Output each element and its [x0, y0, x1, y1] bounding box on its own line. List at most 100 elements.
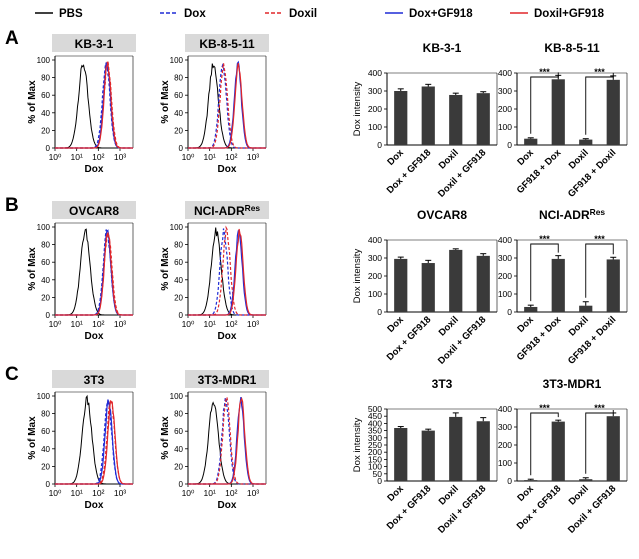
bar-ytick-label: 400 [368, 235, 382, 245]
flow-dox-curve [188, 63, 266, 149]
flow-ytick-label: 80 [174, 74, 183, 83]
flow-header-bg [52, 34, 136, 52]
bar-ytick-label: 400 [368, 418, 382, 428]
flow-doxilgf-curve [55, 231, 133, 316]
bar-title: 3T3 [432, 377, 453, 391]
flow-ytick-label: 100 [37, 392, 51, 401]
bar-category-label-3: Doxil + GF918 [566, 483, 618, 535]
flow-ytick-label: 40 [41, 109, 50, 118]
flow-xlabel: Dox [218, 164, 237, 175]
flow-dox-curve [55, 229, 133, 316]
flow-header-bg [52, 201, 136, 219]
flow-ytick-label: 40 [174, 276, 183, 285]
bar-category-label-2: Doxil [567, 483, 591, 507]
flow-doxil-curve [55, 399, 133, 485]
bar-category-label-0: Dox [385, 483, 406, 504]
flow-dox-curve [188, 397, 266, 485]
flow-title: KB-8-5-11 [199, 37, 255, 51]
bar-title: KB-8-5-11 [544, 41, 600, 55]
bar-title: 3T3-MDR1 [543, 377, 602, 391]
bar-0 [524, 480, 538, 481]
bar-title: KB-3-1 [423, 41, 462, 55]
bar-0 [394, 258, 408, 312]
flow-ytick-label: 20 [174, 293, 183, 302]
bar-1 [551, 79, 565, 145]
flow-ytick-label: 60 [174, 427, 183, 436]
flow-doxil-curve [55, 59, 133, 149]
sig-stars: *** [539, 67, 550, 77]
bar-ytick-label: 500 [368, 404, 382, 414]
flow-xtick-label: 10⁰ [182, 319, 195, 329]
bar-category-label-3: GF918 + Doxil [566, 314, 618, 366]
bar-ytick-label: 50 [373, 469, 383, 479]
bar-ytick-label: 250 [368, 440, 382, 450]
bar-title-sup: Res [590, 207, 606, 217]
flow-ytick-label: 20 [41, 462, 50, 471]
sig-stars: *** [539, 403, 550, 413]
flow-ylabel: % of Max [160, 416, 171, 460]
bar-category-label-0: Dox [385, 147, 406, 168]
flow-doxilgf-curve [188, 62, 266, 149]
bar-category-label-0: Dox [515, 147, 536, 168]
bar-ytick-label: 300 [368, 86, 382, 96]
bar-title-main: OVCAR8 [417, 208, 467, 222]
flow-ytick-label: 0 [46, 311, 51, 320]
flow-xtick-label: 10² [225, 152, 237, 162]
bar-category-label-3: Doxil + GF918 [436, 147, 488, 199]
flow-xlabel: Dox [85, 164, 104, 175]
flow-ylabel: % of Max [160, 80, 171, 124]
flow-ytick-label: 60 [41, 427, 50, 436]
flow-ytick-label: 0 [179, 144, 184, 153]
bar-3 [476, 421, 490, 481]
bar-ylabel: Dox intensity [352, 82, 363, 137]
flow-xtick-label: 10¹ [71, 319, 83, 329]
flow-doxilgf-curve [55, 61, 133, 149]
bar-ytick-label: 400 [368, 68, 382, 78]
flow-xtick-label: 10¹ [204, 152, 216, 162]
flow-ytick-label: 0 [46, 144, 51, 153]
bar-3 [606, 259, 620, 312]
legend-label-0: PBS [59, 8, 83, 20]
bar-ytick-label: 200 [498, 440, 512, 450]
flow-ytick-label: 20 [41, 126, 50, 135]
bar-ytick-label: 0 [507, 476, 512, 486]
flow-xlabel: Dox [85, 331, 104, 342]
flow-pbs-curve [55, 64, 133, 149]
flow-ytick-label: 20 [174, 126, 183, 135]
flow-dox-curve [55, 400, 133, 485]
panel-B: B OVCAR8 0 20 40 60 80 100 10⁰ 10¹ 10² 10³ Dox % of M… [5, 195, 628, 367]
bar-1 [421, 430, 435, 481]
flow-dox-curve [55, 61, 133, 149]
flow-xtick-label: 10² [92, 319, 104, 329]
bar-ytick-label: 300 [368, 433, 382, 443]
bar-category-label-2: Doxil [437, 314, 461, 338]
bar-ytick-label: 0 [507, 307, 512, 317]
sig-bracket [530, 72, 559, 134]
flow-doxil-curve [188, 63, 266, 149]
bar-title-main: NCI-ADR [539, 208, 590, 222]
bar-0 [394, 428, 408, 481]
bar-3 [476, 255, 490, 312]
bar-ytick-label: 0 [507, 140, 512, 150]
flow-pbs-curve [188, 63, 266, 149]
legend-label-3: Dox+GF918 [409, 8, 473, 20]
flow-ytick-label: 100 [37, 223, 51, 232]
flow-ytick-label: 60 [174, 91, 183, 100]
bar-0 [524, 306, 538, 312]
flow-ytick-label: 100 [170, 223, 184, 232]
bar-ytick-label: 300 [498, 253, 512, 263]
flow-ytick-label: 100 [37, 56, 51, 65]
bar-ylabel: Dox intensity [352, 418, 363, 473]
bar-ytick-label: 100 [368, 289, 382, 299]
sig-bracket [585, 72, 614, 135]
flow-ytick-label: 60 [41, 91, 50, 100]
flow-xtick-label: 10¹ [71, 488, 83, 498]
bar-2 [579, 479, 593, 481]
flow-title-main: KB-3-1 [75, 37, 114, 51]
flow-doxil-curve [55, 232, 133, 316]
legend-label-4: Doxil+GF918 [534, 8, 605, 20]
panel-letter-B: B [5, 195, 19, 216]
flow-ylabel: % of Max [27, 416, 38, 460]
flow-xlabel: Dox [218, 500, 237, 511]
bar-1 [551, 421, 565, 481]
